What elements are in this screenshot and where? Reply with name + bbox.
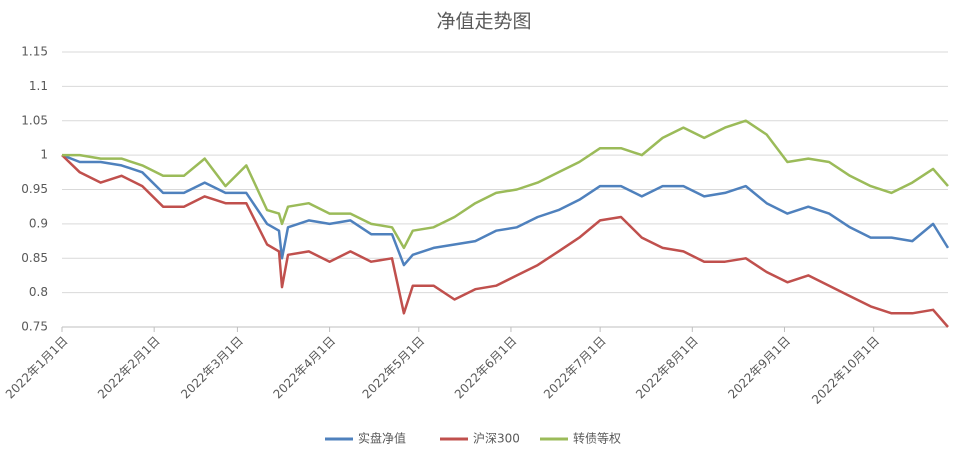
y-tick-label: 1.05 — [21, 113, 48, 127]
x-tick-label: 2022年10月1日 — [809, 334, 882, 407]
chart-title: 净值走势图 — [436, 11, 531, 33]
x-tick-label: 2022年9月1日 — [725, 334, 793, 402]
legend-label: 转债等权 — [573, 431, 621, 446]
x-tick-label: 2022年1月1日 — [3, 334, 71, 402]
x-tick-label: 2022年4月1日 — [270, 334, 338, 402]
x-tick-label: 2022年8月1日 — [633, 334, 701, 402]
x-tick-label: 2022年7月1日 — [541, 334, 609, 402]
legend-label: 沪深300 — [473, 432, 520, 446]
x-tick-label: 2022年6月1日 — [452, 334, 520, 402]
legend-label: 实盘净值 — [358, 431, 406, 446]
series-line — [61, 153, 950, 267]
y-tick-label: 1 — [40, 148, 48, 162]
y-tick-label: 0.75 — [21, 320, 48, 334]
y-tick-label: 0.85 — [21, 251, 48, 265]
y-tick-label: 1.15 — [21, 45, 48, 59]
series-line — [61, 154, 949, 328]
y-tick-label: 0.9 — [29, 216, 48, 230]
x-tick-label: 2022年2月1日 — [95, 334, 163, 402]
y-tick-label: 0.95 — [21, 182, 48, 196]
series-line — [62, 119, 949, 250]
x-tick-label: 2022年5月1日 — [360, 334, 428, 402]
y-tick-label: 0.8 — [29, 285, 48, 299]
y-tick-label: 1.1 — [29, 79, 48, 93]
x-tick-label: 2022年3月1日 — [178, 334, 246, 402]
